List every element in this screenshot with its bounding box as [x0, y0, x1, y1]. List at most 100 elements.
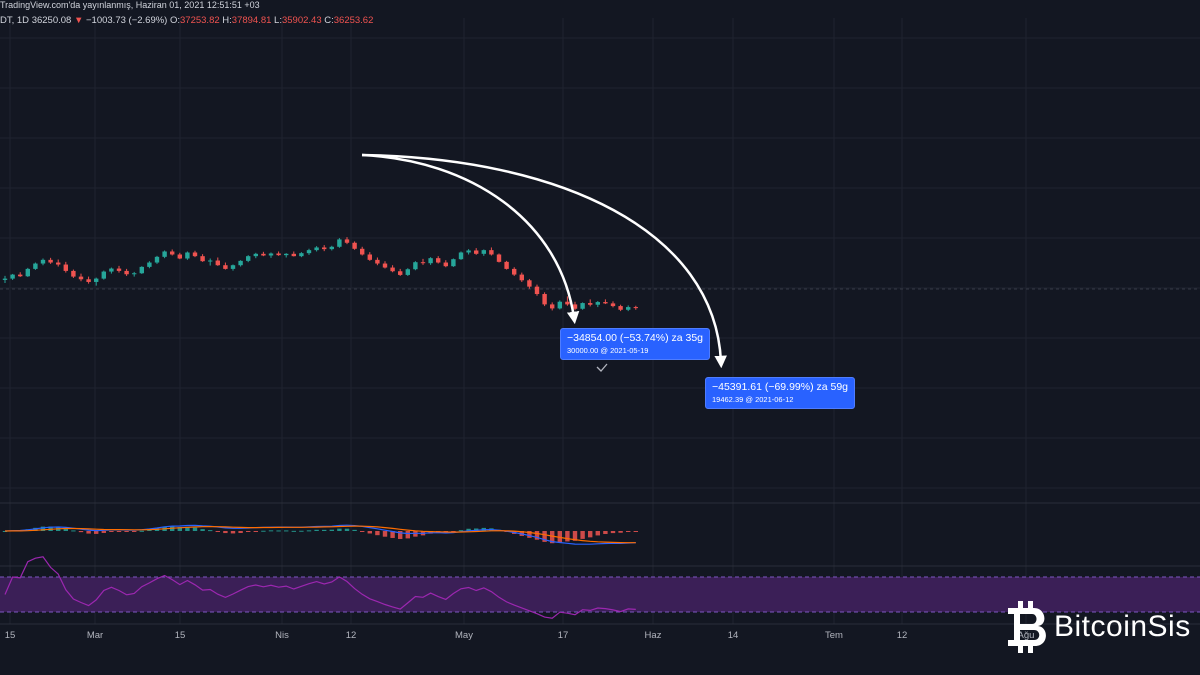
macd-bar	[215, 531, 220, 532]
brand-watermark: BitcoinSis	[1004, 597, 1191, 657]
macd-bar	[40, 526, 46, 531]
measure-arrow-1[interactable]	[361, 153, 580, 325]
pane-dividers	[0, 288, 1200, 625]
macd-bar	[595, 531, 600, 536]
candle-body	[405, 269, 410, 275]
measure-label-1[interactable]: −34854.00 (−53.74%) za 35g 30000.00 @ 20…	[560, 328, 711, 360]
candle-body	[557, 301, 562, 309]
x-tick-label: 17	[557, 630, 569, 641]
candle-body	[185, 252, 190, 259]
candle-body	[519, 274, 524, 281]
macd-signal-line	[4, 525, 636, 544]
candle-body	[299, 253, 304, 257]
macd-bar	[474, 528, 479, 531]
macd-bar	[633, 531, 638, 532]
candle-body	[132, 273, 137, 275]
macd-bar	[246, 531, 251, 532]
macd-bar	[542, 531, 547, 542]
candle-body	[56, 262, 61, 265]
x-tick-label: Mar	[86, 630, 104, 641]
candle-body	[40, 259, 46, 264]
macd-bar	[147, 529, 152, 531]
candle-body	[10, 274, 15, 279]
candle-body	[375, 259, 380, 264]
candle-body	[109, 268, 114, 272]
candle-body	[18, 274, 23, 277]
macd-bar	[284, 530, 289, 532]
macd-bar	[276, 530, 281, 532]
bitcoin-logo-icon	[1008, 601, 1046, 653]
measure-label-2[interactable]: −45391.61 (−69.99%) za 59g 19462.39 @ 20…	[705, 377, 856, 409]
candle-body	[177, 254, 182, 259]
macd-bar	[208, 530, 213, 532]
candlestick-series	[2, 237, 638, 312]
macd-bar	[78, 531, 84, 533]
x-tick-label: 14	[727, 630, 739, 641]
candle-body	[116, 268, 122, 271]
down-arrow-icon: ▼	[73, 15, 84, 26]
brand-name: BitcoinSis	[1054, 610, 1191, 643]
x-tick-label: 15	[174, 630, 186, 641]
macd-bar	[124, 531, 129, 532]
candle-body	[101, 271, 106, 279]
candle-body	[208, 260, 213, 262]
candle-body	[367, 254, 372, 260]
candle-body	[626, 307, 631, 310]
macd-bar	[253, 531, 258, 532]
candle-body	[504, 261, 509, 269]
macd-bar	[398, 531, 403, 539]
macd-bar	[192, 527, 198, 531]
rsi-line	[4, 556, 636, 619]
candle-body	[230, 265, 236, 269]
symbol-label: DT, 1D	[0, 15, 30, 26]
candle-body	[633, 307, 638, 309]
open-label: O:	[169, 15, 181, 26]
candle-body	[344, 239, 350, 243]
high-value: 37894.81	[231, 15, 272, 26]
macd-bar	[314, 529, 319, 531]
macd-bar	[360, 531, 365, 532]
close-label: C:	[324, 15, 334, 26]
candle-body	[139, 266, 144, 274]
candle-body	[276, 253, 281, 256]
macd-bar	[94, 531, 99, 534]
candle-body	[451, 259, 456, 267]
macd-bar	[367, 531, 372, 534]
macd-bar	[322, 529, 327, 531]
candle-body	[25, 268, 30, 277]
candle-body	[565, 301, 570, 305]
candle-body	[154, 256, 160, 263]
candle-body	[489, 250, 494, 255]
candle-body	[390, 267, 395, 272]
candle-body	[496, 254, 502, 262]
candle-body	[192, 252, 198, 257]
x-tick-label: 12	[896, 630, 908, 641]
candle-body	[458, 252, 464, 260]
macd-bar	[139, 530, 144, 532]
macd-bar	[458, 530, 464, 532]
candle-body	[466, 250, 471, 253]
x-tick-label: May	[455, 630, 473, 641]
check-icon	[596, 363, 608, 372]
candle-body	[360, 248, 365, 255]
candle-body	[595, 302, 600, 305]
candle-body	[162, 251, 167, 257]
macd-bar	[109, 531, 114, 532]
candle-body	[33, 263, 38, 269]
price-change: −1003.73 (−2.69%)	[86, 15, 168, 26]
candle-body	[413, 262, 418, 270]
candle-body	[436, 258, 441, 263]
macd-bar	[177, 527, 182, 531]
low-label: L:	[274, 15, 282, 26]
candle-body	[223, 265, 228, 269]
rsi-band	[0, 577, 1200, 612]
macd-bar	[86, 531, 91, 534]
macd-bar	[261, 530, 266, 532]
candle-body	[550, 304, 555, 309]
candle-body	[474, 250, 479, 254]
macd-bar	[223, 531, 228, 534]
measure-arrow-2[interactable]	[361, 153, 727, 369]
x-tick-label: 12	[345, 630, 357, 641]
open-value: 37253.82	[180, 15, 220, 26]
